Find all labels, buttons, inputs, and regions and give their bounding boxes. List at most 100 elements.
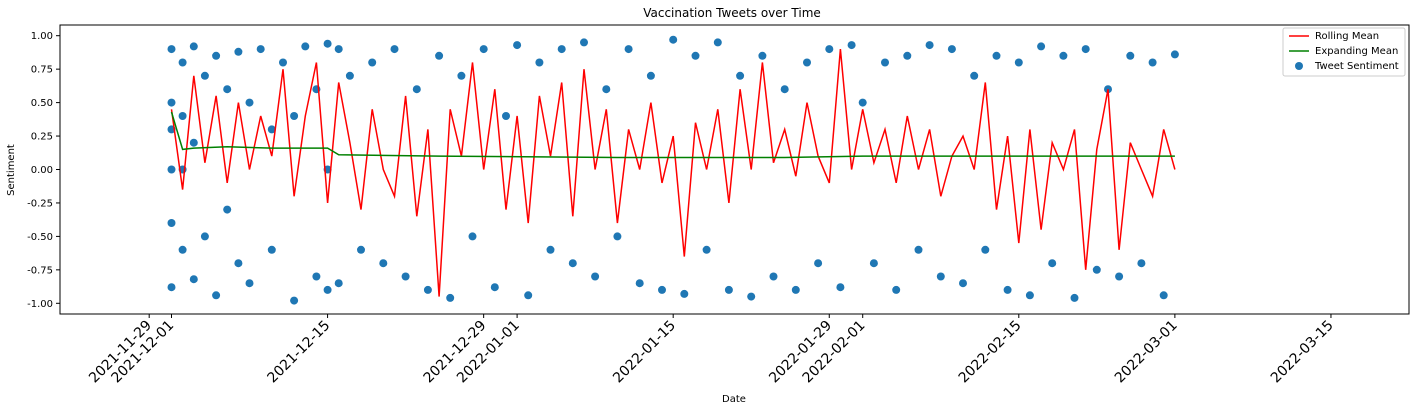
tweet-sentiment-point (1025, 291, 1034, 300)
tweet-sentiment-point (412, 85, 421, 94)
tweet-sentiment-point (691, 51, 700, 60)
tweet-sentiment-point (290, 296, 299, 305)
tweet-sentiment-point (1148, 58, 1157, 67)
tweet-sentiment-point (212, 291, 221, 300)
legend-rolling-label: Rolling Mean (1315, 31, 1379, 42)
y-tick-label: -0.25 (27, 198, 53, 209)
tweet-sentiment-point (178, 112, 187, 120)
tweet-sentiment-point (713, 38, 722, 47)
y-axis-title: Sentiment (6, 144, 17, 196)
tweet-sentiment-point (591, 272, 600, 281)
tweet-sentiment-point (546, 245, 555, 254)
tweet-sentiment-point (736, 71, 745, 80)
tweet-sentiment-point (1159, 291, 1168, 300)
y-tick-label: 0.25 (31, 132, 53, 143)
tweet-sentiment-point (301, 42, 310, 51)
tweet-sentiment-point (669, 35, 678, 44)
x-axis-title: Date (722, 394, 746, 405)
y-tick-label: 0.75 (31, 65, 53, 76)
tweet-sentiment-point (200, 232, 209, 241)
plot-frame (59, 24, 1410, 315)
tweet-sentiment-point (724, 285, 733, 294)
tweet-sentiment-point (502, 112, 510, 120)
tweet-sentiment-point (323, 39, 332, 48)
tweet-sentiment-point (189, 42, 198, 51)
lines-layer (170, 49, 1176, 297)
tweet-sentiment-point (457, 71, 466, 80)
tweet-sentiment-point (167, 45, 176, 54)
tweet-sentiment-point (234, 47, 243, 56)
y-tick-label: -1.00 (27, 299, 53, 310)
tweet-sentiment-point (881, 58, 889, 67)
tweet-sentiment-point (535, 58, 544, 67)
tweet-sentiment-point (791, 285, 800, 294)
tweet-sentiment-point (379, 259, 388, 268)
tweet-sentiment-point (580, 38, 588, 47)
tweet-sentiment-point (167, 98, 176, 107)
tweet-sentiment-point (1048, 259, 1057, 268)
y-tick-label: 1.00 (31, 31, 53, 42)
tweet-sentiment-point (970, 71, 979, 80)
tweet-sentiment-point (479, 45, 488, 54)
tweet-sentiment-point (167, 165, 176, 174)
tweet-sentiment-point (769, 272, 778, 281)
x-tick-label: 2021-12-15 (265, 318, 334, 387)
tweet-sentiment-point (223, 85, 232, 94)
tweet-sentiment-point (814, 259, 823, 268)
tweet-sentiment-point (747, 292, 756, 301)
tweet-sentiment-point (267, 125, 276, 134)
tweet-sentiment-point (345, 71, 354, 80)
chart-title: Vaccination Tweets over Time (643, 6, 821, 20)
tweet-sentiment-point (334, 45, 343, 54)
tweet-sentiment-point (368, 58, 377, 67)
tweet-sentiment-point (212, 51, 221, 60)
tweet-sentiment-point (167, 283, 176, 292)
tweet-sentiment-point (702, 245, 711, 254)
tweet-sentiment-point (858, 98, 867, 107)
tweet-sentiment-point (200, 71, 209, 80)
tweet-sentiment-point (914, 245, 923, 254)
tweet-sentiment-point (869, 259, 878, 268)
legend-scatter-swatch (1295, 62, 1303, 70)
tweet-sentiment-point (758, 51, 767, 60)
tweet-sentiment-point (1014, 58, 1023, 67)
legend: Rolling Mean Expanding Mean Tweet Sentim… (1282, 27, 1406, 77)
x-tick-label: 2022-03-15 (1268, 318, 1337, 387)
tweet-sentiment-point (1092, 265, 1101, 274)
tweet-sentiment-point (936, 272, 945, 281)
tweet-sentiment-point (290, 112, 299, 120)
tweet-sentiment-point (256, 45, 265, 54)
tweet-sentiment-point (981, 245, 990, 254)
tweet-sentiment-point (680, 289, 689, 298)
tweet-sentiment-point (1115, 272, 1124, 281)
tweet-sentiment-point (780, 85, 789, 94)
x-tick-label: 2022-03-01 (1112, 318, 1181, 387)
tweet-sentiment-point (1037, 42, 1046, 51)
tweet-sentiment-point (423, 285, 432, 294)
tweet-sentiment-point (390, 45, 399, 54)
tweet-sentiment-point (323, 285, 332, 294)
tweet-sentiment-point (223, 205, 232, 214)
legend-expanding-label: Expanding Mean (1315, 46, 1398, 57)
tweet-sentiment-point (1003, 285, 1012, 294)
y-tick-label: -0.75 (27, 265, 53, 276)
tweet-sentiment-point (446, 293, 455, 302)
tweet-sentiment-point (947, 45, 956, 54)
tweet-sentiment-point (825, 45, 834, 54)
tweet-sentiment-point (524, 291, 533, 300)
tweet-sentiment-point (925, 41, 934, 50)
x-tick-label: 2022-01-15 (610, 318, 679, 387)
tweet-sentiment-point (189, 275, 198, 284)
tweet-sentiment-point (267, 245, 276, 254)
tweet-sentiment-point (836, 283, 845, 292)
tweet-sentiment-point (401, 272, 410, 281)
tweet-sentiment-point (1081, 45, 1090, 54)
tweet-sentiment-point (557, 45, 566, 54)
tweet-sentiment-point (245, 98, 254, 107)
tweet-sentiment-point (513, 41, 522, 50)
tweet-sentiment-point (658, 285, 666, 294)
expanding-mean-line (170, 111, 1175, 159)
